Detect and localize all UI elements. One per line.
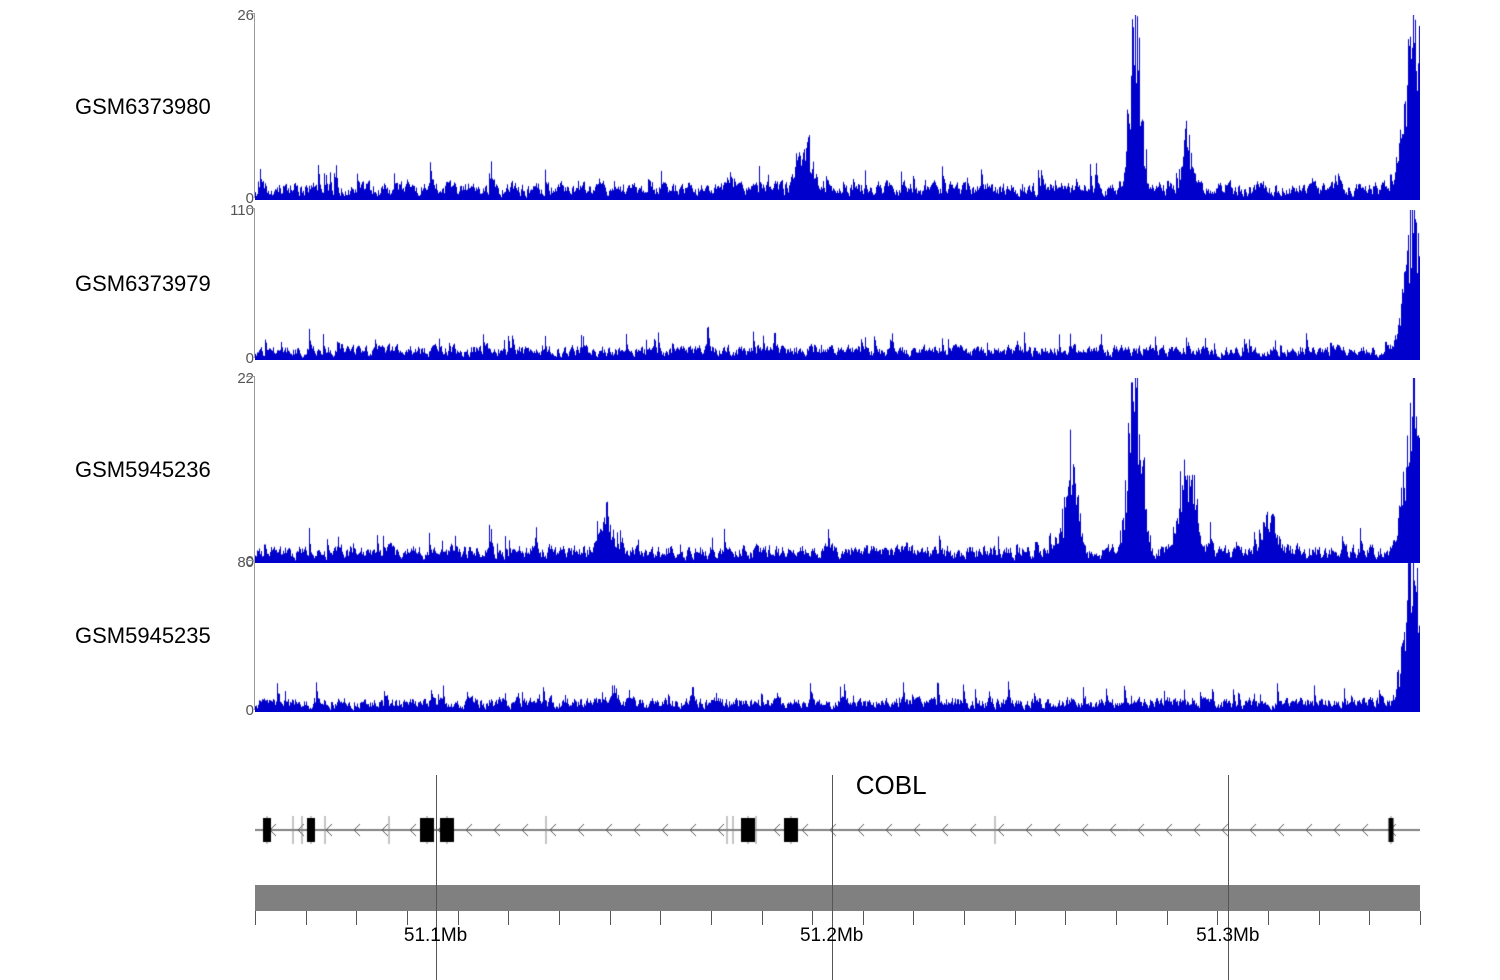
axis-min-GSM6373979: 0 [228, 350, 254, 367]
signal-canvas-GSM6373980[interactable] [255, 15, 1420, 200]
axis-max-GSM6373979: 110 [228, 202, 254, 219]
ruler-minor-tick-8 [660, 911, 661, 925]
gene-model-track [255, 800, 1420, 860]
track-label-GSM6373980: GSM6373980 [75, 94, 211, 120]
y-axis-tick-top-GSM5945235 [246, 560, 254, 561]
ruler-major-tick-1 [832, 775, 833, 980]
y-axis-tick-top-GSM5945236 [246, 376, 254, 377]
ruler-minor-tick-1 [306, 911, 307, 925]
ruler-minor-tick-11 [812, 911, 813, 925]
ruler-minor-tick-17 [1116, 911, 1117, 925]
axis-max-GSM6373980: 26 [228, 7, 254, 24]
signal-canvas-GSM6373979[interactable] [255, 210, 1420, 360]
track-label-GSM6373979: GSM6373979 [75, 271, 211, 297]
ruler-minor-tick-19 [1217, 911, 1218, 925]
ruler-minor-tick-6 [559, 911, 560, 925]
track-label-GSM5945235: GSM5945235 [75, 623, 211, 649]
ruler-minor-tick-20 [1268, 911, 1269, 925]
ruler-bar[interactable] [255, 885, 1420, 911]
ruler-minor-tick-7 [610, 911, 611, 925]
ruler-minor-tick-10 [762, 911, 763, 925]
ruler-minor-tick-22 [1369, 911, 1370, 925]
ruler-minor-tick-18 [1167, 911, 1168, 925]
track-label-GSM5945236: GSM5945236 [75, 457, 211, 483]
ruler-minor-tick-3 [407, 911, 408, 925]
ruler-minor-tick-16 [1065, 911, 1066, 925]
ruler-minor-tick-13 [913, 911, 914, 925]
ruler-minor-tick-0 [255, 911, 256, 925]
signal-canvas-GSM5945236[interactable] [255, 378, 1420, 563]
signal-canvas-GSM5945235[interactable] [255, 562, 1420, 712]
ruler-minor-tick-21 [1319, 911, 1320, 925]
ruler-major-tick-2 [1228, 775, 1229, 980]
ruler-minor-tick-12 [863, 911, 864, 925]
ruler-label-2: 51.3Mb [1183, 925, 1273, 947]
axis-max-GSM5945235: 80 [228, 554, 254, 571]
gene-structure-canvas[interactable] [255, 800, 1420, 860]
gene-track-title: COBL [856, 770, 927, 801]
ruler-label-0: 51.1Mb [391, 925, 481, 947]
ruler-label-1: 51.2Mb [787, 925, 877, 947]
axis-max-GSM5945236: 22 [228, 370, 254, 387]
axis-min-GSM5945235: 0 [228, 702, 254, 719]
ruler-major-tick-0 [436, 775, 437, 980]
y-axis-tick-top-GSM6373979 [246, 208, 254, 209]
ruler-minor-tick-23 [1420, 911, 1421, 925]
ruler-minor-tick-4 [458, 911, 459, 925]
ruler-minor-tick-9 [711, 911, 712, 925]
y-axis-tick-top-GSM6373980 [246, 13, 254, 14]
genome-browser-view: GSM6373980 26 0 GSM6373979 110 0 GSM5945236 22 0… [0, 0, 1500, 980]
ruler-minor-tick-2 [356, 911, 357, 925]
ruler-minor-tick-5 [508, 911, 509, 925]
ruler-minor-tick-14 [964, 911, 965, 925]
ruler-minor-tick-15 [1015, 911, 1016, 925]
